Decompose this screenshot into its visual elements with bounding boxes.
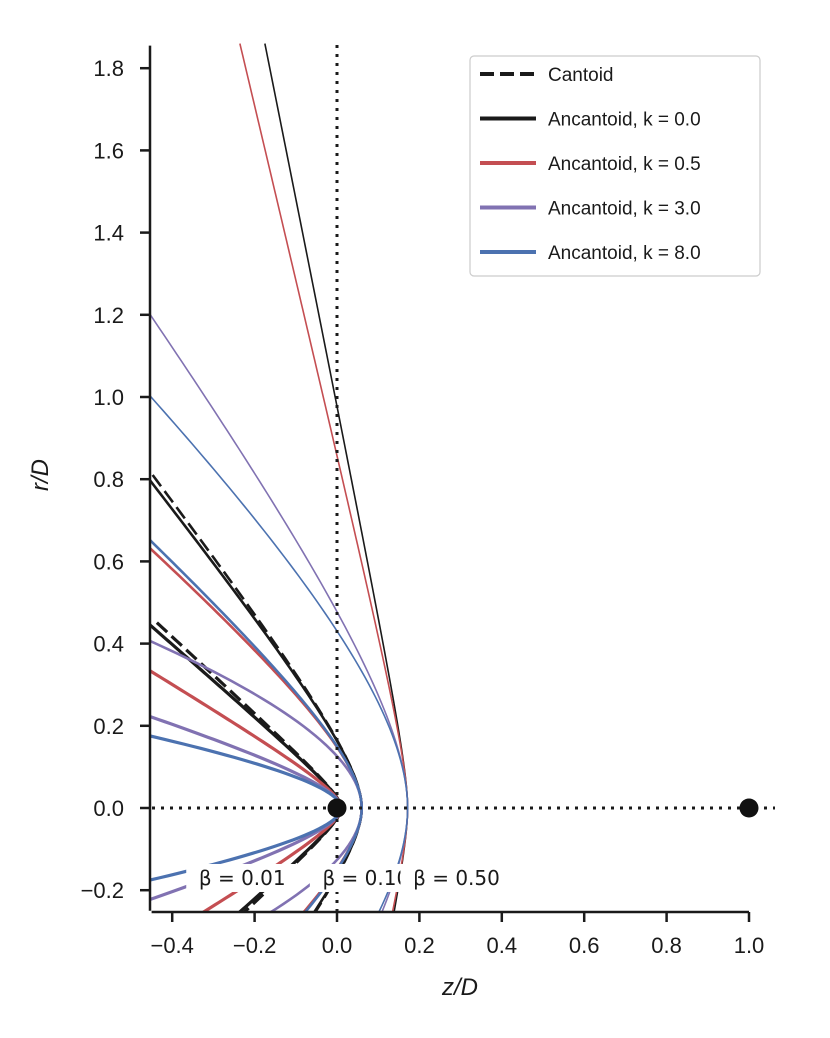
- annotation-label-1: β = 0.01: [199, 866, 286, 890]
- point-origin: [327, 798, 347, 818]
- annotation-label-3: β = 0.50: [413, 866, 500, 890]
- x-tick-label: −0.2: [233, 933, 276, 958]
- y-tick-label: 1.0: [93, 385, 124, 410]
- y-tick-label: 1.6: [93, 138, 124, 163]
- y-tick-label: 0.8: [93, 467, 124, 492]
- annotation-box-3: [400, 863, 513, 892]
- reference-lines: [152, 45, 775, 912]
- series-curve-10: [150, 538, 364, 912]
- x-tick-label: −0.4: [150, 933, 193, 958]
- x-tick-label: 1.0: [734, 933, 765, 958]
- curve-layer: [150, 43, 409, 912]
- series-curve-12: [239, 43, 409, 912]
- beta-annotations: β = 0.01 β = 0.10 β = 0.50: [186, 863, 513, 892]
- x-tick-label: 0.2: [404, 933, 435, 958]
- series-curve-14: [150, 394, 409, 912]
- y-tick-label: 1.4: [93, 221, 124, 246]
- y-tick-label: −0.2: [81, 878, 124, 903]
- y-tick-label: 0.6: [93, 549, 124, 574]
- x-tick-label: 0.0: [322, 933, 353, 958]
- axes: −0.2 0.0 0.2 0.4 0.6 0.8 1.0 1.2 1.4 1.6 1.8 −0.4 −0…: [81, 45, 765, 958]
- annotation-label-2: β = 0.10: [322, 866, 409, 890]
- legend-frame: [469, 55, 761, 277]
- legend: Cantoid Ancantoid, k = 0.0 Ancantoid, k = …: [469, 55, 761, 277]
- y-tick-label: 0.4: [93, 632, 124, 657]
- series-curve-5: [150, 734, 343, 882]
- y-axis-label: r/D: [27, 459, 54, 491]
- legend-label-4: Ancantoid, k = 3.0: [548, 199, 701, 220]
- y-tick-label: 0.0: [93, 796, 124, 821]
- y-tick-label: 1.8: [93, 56, 124, 81]
- x-axis-label: z/D: [441, 974, 478, 1001]
- annotation-box-1: [186, 863, 299, 892]
- series-curve-13: [150, 312, 409, 912]
- marker-layer: [327, 798, 759, 818]
- x-tick-label: 0.6: [569, 933, 600, 958]
- legend-label-1: Cantoid: [548, 65, 614, 86]
- x-tick-label: 0.8: [651, 933, 682, 958]
- y-tick-label: 0.2: [93, 714, 124, 739]
- point-companion: [739, 798, 759, 818]
- legend-label-3: Ancantoid, k = 0.5: [548, 154, 701, 175]
- x-tick-label: 0.4: [487, 933, 518, 958]
- legend-label-5: Ancantoid, k = 8.0: [548, 243, 701, 264]
- y-tick-label: 1.2: [93, 303, 124, 328]
- legend-label-2: Ancantoid, k = 0.0: [548, 110, 701, 131]
